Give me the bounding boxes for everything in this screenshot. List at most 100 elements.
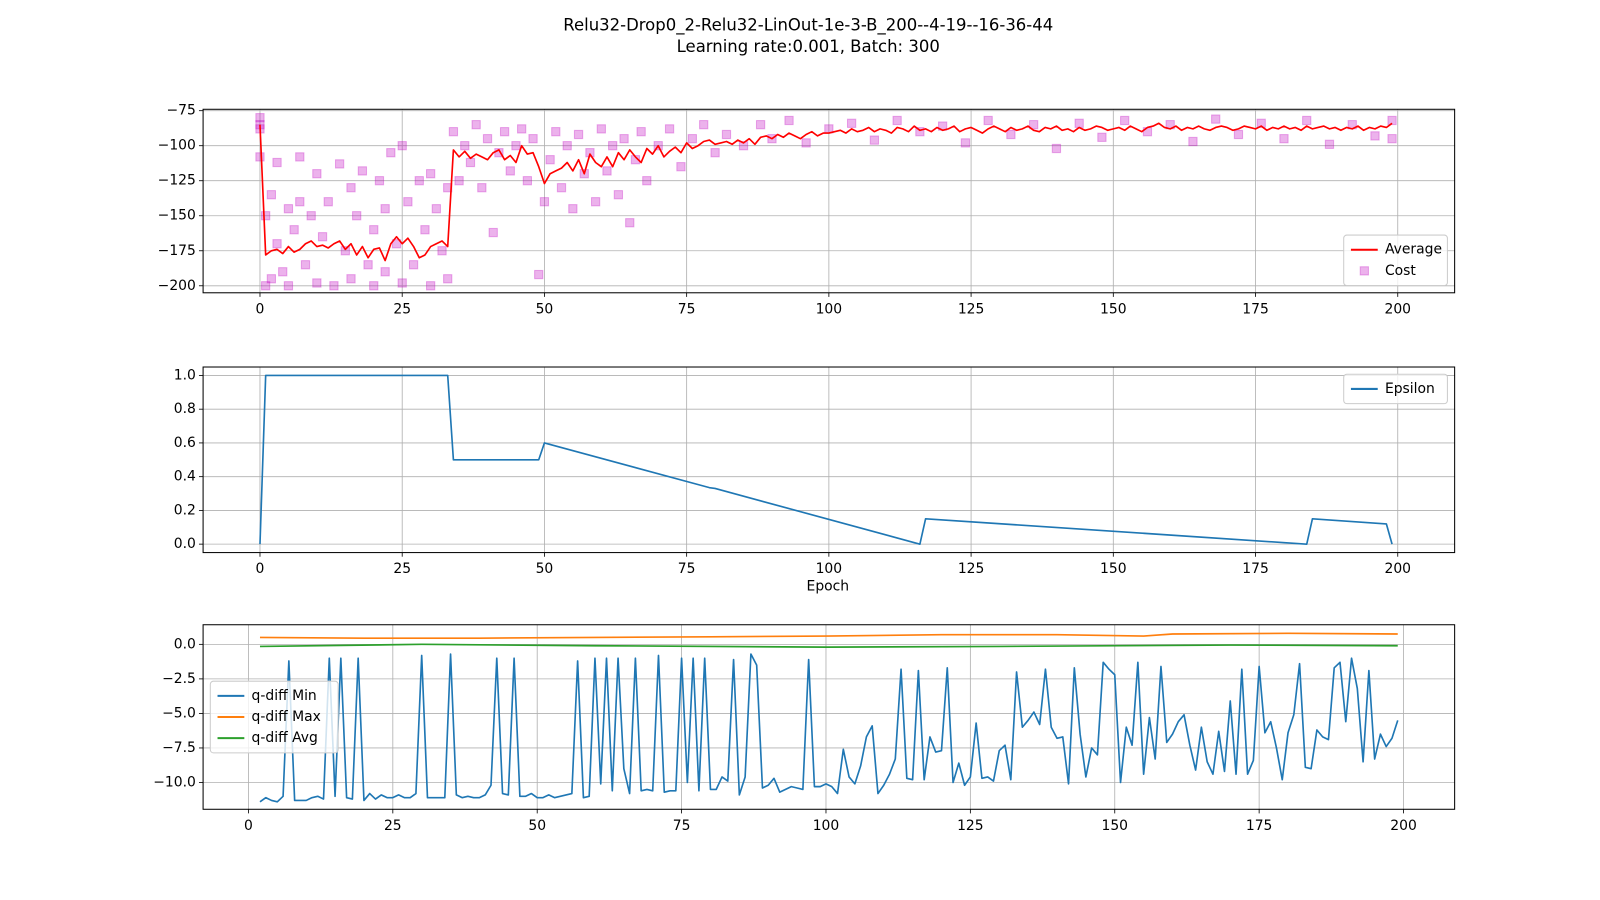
x-tick-label: 75 — [673, 818, 691, 834]
point — [1387, 115, 1397, 126]
point — [613, 190, 624, 200]
point — [266, 190, 276, 200]
y-tick-label: −175 — [158, 243, 196, 259]
point — [414, 176, 424, 186]
point — [784, 115, 794, 126]
y-tick-label: 0.0 — [174, 536, 196, 552]
point — [505, 166, 515, 176]
point — [357, 166, 368, 176]
point — [983, 115, 993, 126]
point — [596, 124, 606, 134]
point — [1211, 114, 1221, 124]
x-tick-label: 0 — [256, 301, 265, 317]
point — [511, 141, 521, 151]
point — [295, 152, 305, 162]
legend-box — [209, 680, 339, 754]
point — [346, 183, 356, 193]
point — [437, 246, 447, 256]
legend-swatch — [1359, 266, 1369, 276]
point — [340, 246, 350, 256]
point — [1233, 129, 1244, 140]
point — [306, 211, 316, 221]
point — [1051, 143, 1062, 154]
legend: Average Cost — [1343, 234, 1448, 287]
x-tick-label: 100 — [813, 818, 840, 834]
point — [869, 135, 880, 145]
point — [892, 115, 902, 126]
point — [420, 225, 430, 235]
point — [465, 157, 476, 168]
point — [312, 169, 322, 179]
point — [590, 197, 601, 207]
point — [346, 274, 356, 284]
legend-label: Epsilon — [1385, 381, 1435, 397]
y-tick-label: −125 — [158, 173, 196, 189]
point — [915, 127, 925, 137]
point — [488, 227, 498, 238]
point — [323, 197, 333, 207]
line — [259, 643, 1398, 648]
point — [448, 127, 459, 137]
legend: q-diff Min q-diff Max q-diff Avg — [209, 680, 339, 754]
axes-frame — [202, 624, 1456, 810]
point — [676, 162, 686, 172]
y-tick-label: 1.0 — [174, 367, 196, 383]
point — [369, 281, 379, 291]
y-tick-label: −100 — [158, 138, 196, 154]
point — [539, 197, 550, 207]
plot-area — [259, 632, 1399, 803]
subplot: 0 25 50 75 100 125 150 175 200 0.0 −2.5 −5.0 −7.5 −10… — [153, 624, 1456, 834]
point — [426, 169, 436, 179]
x-tick-label: 50 — [528, 818, 546, 834]
point — [499, 127, 510, 137]
x-tick-label: 200 — [1384, 301, 1411, 317]
point — [642, 176, 652, 186]
point — [1074, 118, 1084, 128]
y-tick-label: −150 — [158, 208, 196, 224]
point — [261, 211, 271, 221]
point — [329, 281, 339, 291]
y-tick-label: −75 — [167, 103, 196, 119]
point — [1324, 139, 1335, 149]
legend-label: q-diff Avg — [252, 730, 318, 746]
y-tick-label: 0.8 — [174, 401, 196, 417]
point — [517, 124, 527, 134]
x-tick-label: 100 — [816, 301, 843, 317]
x-tick-label: 200 — [1390, 818, 1417, 834]
point — [1188, 136, 1198, 147]
point — [619, 134, 629, 144]
point — [562, 141, 572, 151]
point — [528, 134, 538, 144]
point — [431, 204, 441, 214]
point — [625, 218, 635, 228]
point — [846, 118, 857, 128]
point — [312, 278, 322, 288]
point — [482, 134, 493, 144]
point — [471, 120, 481, 130]
point — [1097, 132, 1107, 142]
point — [568, 204, 578, 214]
point — [454, 176, 464, 186]
point — [477, 183, 487, 193]
point — [374, 176, 385, 186]
y-tick-label: −200 — [158, 278, 196, 294]
point — [1370, 131, 1380, 141]
plot-area — [259, 374, 1393, 545]
line — [259, 653, 1399, 803]
y-tick-label: −2.5 — [162, 671, 196, 687]
y-tick-label: 0.6 — [174, 435, 196, 451]
y-tick-label: −5.0 — [162, 705, 196, 721]
legend-box — [1343, 234, 1448, 287]
point — [710, 148, 720, 158]
x-tick-label: 175 — [1242, 301, 1269, 317]
y-tick-label: −7.5 — [162, 740, 196, 756]
x-tick-label: 175 — [1242, 561, 1269, 577]
x-tick-label: 75 — [678, 301, 696, 317]
point — [1006, 129, 1016, 140]
x-tick-label: 50 — [536, 301, 554, 317]
point — [380, 204, 390, 214]
legend-label: Average — [1385, 242, 1442, 258]
point — [1256, 118, 1266, 128]
point — [386, 148, 396, 158]
